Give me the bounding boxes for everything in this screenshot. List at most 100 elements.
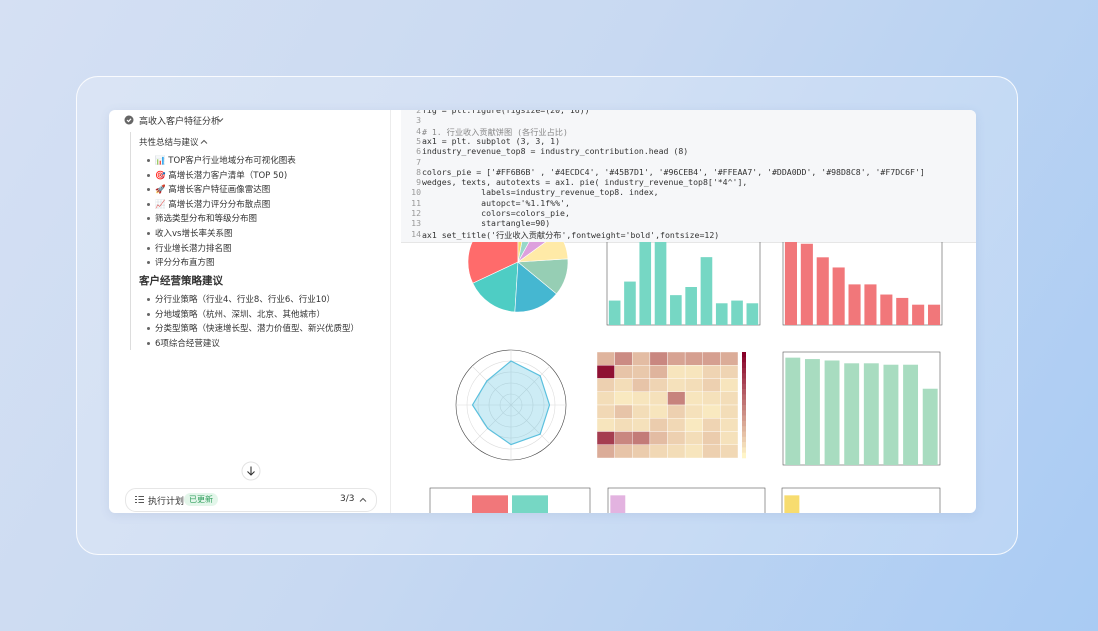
heat-cell	[684, 418, 703, 432]
colorbar	[742, 373, 746, 379]
scroll-down-button[interactable]	[241, 461, 261, 481]
bar	[624, 281, 636, 325]
heat-cell	[614, 444, 633, 459]
bullet	[147, 202, 150, 206]
heat-cell	[632, 351, 651, 366]
line-number: 7	[416, 156, 421, 167]
bar	[864, 284, 877, 325]
line-number: 14	[411, 228, 421, 239]
code-line: wedges, texts, autotexts = ax1. pie( ind…	[422, 177, 748, 188]
plan-item: 📈 高增长潜力评分分布散点图	[155, 199, 271, 210]
colorbar	[742, 447, 746, 453]
heat-cell	[702, 444, 721, 459]
heat-cell	[720, 444, 739, 459]
line-number: 2	[416, 110, 421, 115]
bar	[863, 363, 879, 465]
bar	[816, 257, 829, 325]
bullet	[147, 246, 150, 250]
bar	[928, 304, 941, 325]
colorbar	[742, 362, 746, 369]
plan-icon	[135, 496, 144, 503]
heat-cell	[720, 365, 739, 379]
bar	[731, 300, 743, 325]
code-line: startangle=90)	[422, 218, 551, 229]
heat-cell	[596, 404, 615, 419]
heat-cell	[684, 391, 703, 406]
heat-cell	[702, 418, 721, 432]
strategy-item: 6项综合经营建议	[155, 338, 220, 349]
chevron[interactable]	[216, 116, 224, 124]
colorbar	[742, 442, 746, 448]
colorbar	[742, 415, 746, 422]
pie-slice	[517, 242, 523, 263]
bar	[746, 303, 759, 325]
line-number: 12	[411, 208, 421, 218]
plan-item: 📊 TOP客户行业地域分布可视化图表	[155, 156, 296, 166]
heat-cell	[720, 391, 739, 406]
plot-frame	[781, 487, 941, 513]
code-line: # 1. 行业收入贡献饼图 (各行业占比)	[422, 126, 568, 137]
chevron[interactable]	[359, 496, 367, 504]
bar	[883, 364, 899, 465]
heat-cell	[667, 391, 686, 406]
radar-spoke	[471, 365, 512, 406]
bullet	[147, 312, 150, 316]
heat-cell	[702, 431, 721, 445]
bar	[824, 360, 840, 465]
heat-cell	[667, 444, 686, 459]
heat-cell	[614, 378, 633, 392]
line-number: 4	[416, 125, 421, 136]
line-number: 9	[416, 177, 421, 188]
bar	[670, 295, 682, 325]
strategy-title: 客户经营策略建议	[139, 275, 223, 287]
bullet	[147, 232, 150, 235]
heat-cell	[667, 378, 686, 392]
plan-item: 筛选类型分布和等级分布图	[155, 214, 258, 225]
bar	[880, 294, 893, 325]
heat-cell	[684, 444, 703, 459]
heat-cell	[720, 378, 739, 392]
bar	[654, 242, 667, 325]
pie-slice	[516, 242, 569, 263]
colorbar	[742, 410, 746, 416]
bar	[922, 388, 938, 465]
plan-progress: 3/3	[340, 494, 355, 504]
heat-cell	[667, 404, 686, 419]
bar	[832, 267, 845, 325]
bullet	[147, 188, 150, 192]
heat-cell	[596, 418, 615, 432]
plan-bar[interactable]	[125, 488, 377, 512]
chevron[interactable]	[200, 138, 208, 146]
section-title[interactable]: 共性总结与建议	[139, 138, 199, 148]
radar-area	[471, 360, 551, 446]
heat-cell	[667, 431, 686, 445]
sidebar: 高收入客户特征分析 共性总结与建议 客户经营策略建议 执行计划 已更新 3/3 …	[109, 110, 391, 513]
colorbar	[742, 383, 746, 390]
heat-cell	[720, 418, 739, 432]
heat-cell	[632, 444, 651, 459]
heat-cell	[649, 418, 668, 432]
colorbar	[742, 420, 746, 427]
plan-item: 🎯 高增长潜力客户清单（TOP 50)	[155, 170, 288, 181]
bar	[848, 284, 861, 325]
code-line: ax1 set_title('行业收入贡献分布',fontweight='bol…	[422, 229, 720, 240]
heat-cell	[649, 365, 668, 379]
bullet	[147, 261, 150, 265]
bar	[608, 300, 621, 325]
heat-cell	[667, 351, 686, 366]
heat-cell	[702, 378, 721, 392]
bar	[800, 243, 813, 325]
line-number: 13	[411, 218, 421, 229]
heat-cell	[649, 444, 668, 459]
task-title[interactable]: 高收入客户特征分析	[139, 117, 221, 127]
plan-item: 🚀 高增长客户特征画像雷达图	[155, 185, 271, 196]
pie-slice	[467, 242, 519, 284]
heat-cell	[632, 365, 651, 379]
plot-frame	[429, 487, 591, 513]
heat-cell	[596, 391, 615, 406]
heat-cell	[649, 404, 668, 419]
figure	[429, 242, 943, 513]
colorbar	[742, 352, 746, 358]
plot-frame	[606, 242, 761, 326]
code-line: autopct='%1.1f%%',	[422, 197, 570, 208]
